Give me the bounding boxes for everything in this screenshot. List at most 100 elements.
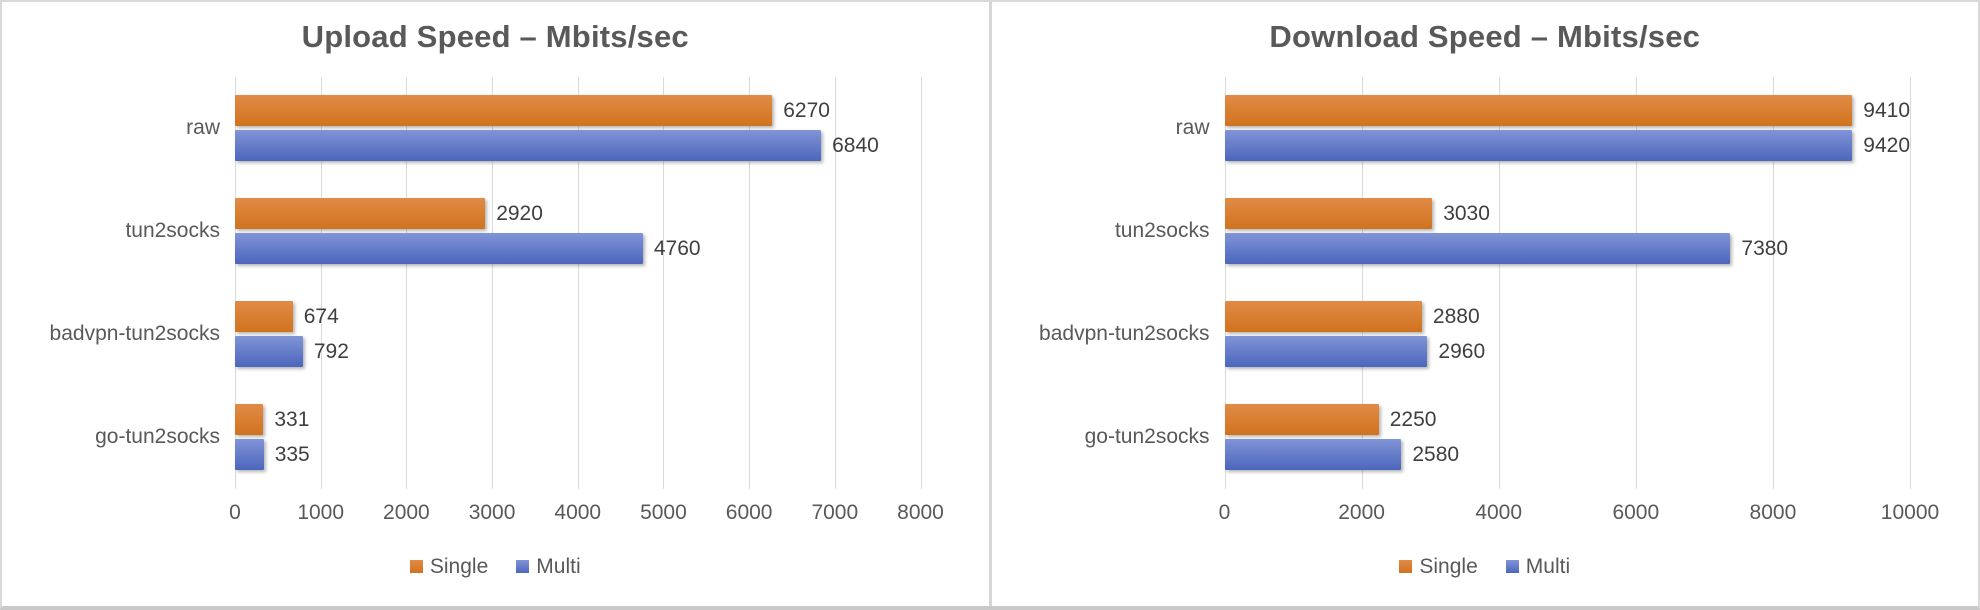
x-tick-label: 7000 [811, 500, 859, 524]
x-tick-label: 0 [229, 500, 241, 524]
multi-bar [1224, 233, 1731, 265]
bar-row: 2880 [1224, 301, 1911, 333]
panel-divider [988, 2, 992, 606]
single-bar [1224, 95, 1853, 127]
legend-label: Multi [536, 554, 581, 578]
single-swatch-icon [409, 560, 423, 574]
bar-group: 9410 9420 [1224, 95, 1910, 162]
multi-swatch-icon [516, 560, 530, 574]
value-label: 2920 [496, 201, 543, 225]
category-label: badvpn-tun2socks [1039, 322, 1210, 346]
bar-groups: 6270 6840 2920 4760 674 792 331 335 [235, 77, 921, 489]
x-tick-label: 3000 [468, 500, 516, 524]
bar-row: 792 [235, 336, 921, 368]
plot-column: 9410 9420 3030 7380 2880 2960 2250 2580 0 2000 40… [1219, 76, 1940, 533]
category-labels: raw tun2socks badvpn-tun2socks go-tun2socks [1014, 77, 1225, 489]
value-label: 7380 [1741, 236, 1789, 260]
category-label: raw [1175, 116, 1210, 140]
x-tick-label: 1000 [297, 500, 345, 524]
legend-label: Multi [1525, 554, 1571, 578]
bar-groups: 9410 9420 3030 7380 2880 2960 2250 2580 [1224, 77, 1911, 489]
download-chart-body: raw tun2socks badvpn-tun2socks go-tun2socks… [1014, 76, 1957, 533]
legend: Single Multi [1014, 555, 1957, 579]
value-label: 6270 [783, 98, 830, 122]
category-label: badvpn-tun2socks [49, 322, 220, 346]
bar-row: 6840 [235, 130, 921, 162]
value-label: 2250 [1389, 407, 1437, 431]
upload-chart-title: Upload Speed – Mbits/sec [301, 19, 689, 54]
value-label: 6840 [832, 133, 879, 157]
grid-line [920, 76, 922, 489]
x-axis: 0 1000 2000 3000 4000 5000 6000 7000 8000 [229, 489, 944, 533]
bar-row: 7380 [1224, 233, 1911, 265]
grid-line [1224, 76, 1226, 489]
bar-row: 4760 [235, 233, 921, 265]
bar-group: 2250 2580 [1224, 404, 1911, 471]
value-label: 4760 [653, 236, 701, 260]
single-bar [235, 404, 264, 436]
bar-row: 335 [235, 439, 921, 471]
download-chart-title: Download Speed – Mbits/sec [1269, 19, 1701, 54]
bar-row: 2580 [1224, 439, 1911, 471]
grid-line [235, 76, 236, 489]
single-bar [1224, 301, 1422, 333]
grid-line [749, 76, 751, 489]
multi-bar [235, 439, 264, 471]
download-chart-panel: Download Speed – Mbits/sec raw tun2socks b… [992, 2, 1979, 606]
grid-line [320, 76, 322, 489]
upload-chart-panel: Upload Speed – Mbits/sec raw tun2socks bad… [2, 2, 989, 606]
single-swatch-icon [1399, 560, 1413, 574]
legend-item-multi: Multi [516, 554, 581, 579]
value-label: 9420 [1863, 133, 1910, 157]
bar-row: 2920 [235, 198, 921, 230]
category-label: raw [186, 116, 220, 140]
multi-bar [235, 130, 822, 162]
bar-group: 331 335 [235, 404, 921, 471]
value-label: 674 [303, 304, 339, 328]
x-tick-label: 8000 [1749, 500, 1797, 524]
single-bar [235, 301, 293, 333]
multi-bar [1224, 130, 1853, 162]
plot-area: 9410 9420 3030 7380 2880 2960 2250 2580 [1224, 76, 1911, 489]
multi-bar [1224, 336, 1428, 368]
bar-group: 2880 2960 [1224, 301, 1911, 368]
grid-line [1910, 76, 1911, 489]
bar-row: 331 [235, 404, 921, 436]
plot-area: 6270 6840 2920 4760 674 792 331 335 [235, 76, 922, 489]
category-label: go-tun2socks [95, 425, 220, 449]
category-labels: raw tun2socks badvpn-tun2socks go-tun2socks [24, 77, 235, 489]
bar-row: 2250 [1224, 404, 1911, 436]
grid-line [1772, 76, 1774, 489]
x-tick-label: 2000 [1338, 500, 1385, 524]
value-label: 335 [274, 442, 310, 466]
multi-bar [1224, 439, 1402, 471]
legend-item-multi: Multi [1505, 554, 1571, 579]
x-tick-label: 0 [1218, 500, 1231, 524]
bar-group: 674 792 [235, 301, 921, 368]
single-bar [1224, 404, 1379, 436]
value-label: 2580 [1412, 442, 1460, 466]
bar-row: 3030 [1224, 198, 1911, 230]
bar-group: 6270 6840 [235, 95, 921, 162]
value-label: 331 [274, 407, 310, 431]
grid-line [834, 76, 836, 489]
legend-item-single: Single [1399, 555, 1478, 579]
x-tick-label: 6000 [1612, 500, 1660, 524]
grid-line [492, 76, 494, 489]
x-tick-label: 4000 [554, 500, 602, 524]
legend: Single Multi [24, 555, 967, 579]
value-label: 2960 [1438, 339, 1486, 363]
multi-swatch-icon [1505, 560, 1519, 574]
single-bar [1224, 198, 1433, 230]
x-axis: 0 2000 4000 6000 8000 10000 [1219, 489, 1940, 533]
legend-item-single: Single [409, 555, 488, 579]
category-label: tun2socks [1114, 219, 1210, 243]
category-label: tun2socks [125, 219, 220, 243]
grid-line [1498, 76, 1500, 489]
grid-line [663, 76, 665, 489]
bar-row: 2960 [1224, 336, 1911, 368]
bar-row: 674 [235, 301, 921, 333]
x-tick-label: 6000 [725, 500, 773, 524]
multi-bar [235, 336, 303, 368]
